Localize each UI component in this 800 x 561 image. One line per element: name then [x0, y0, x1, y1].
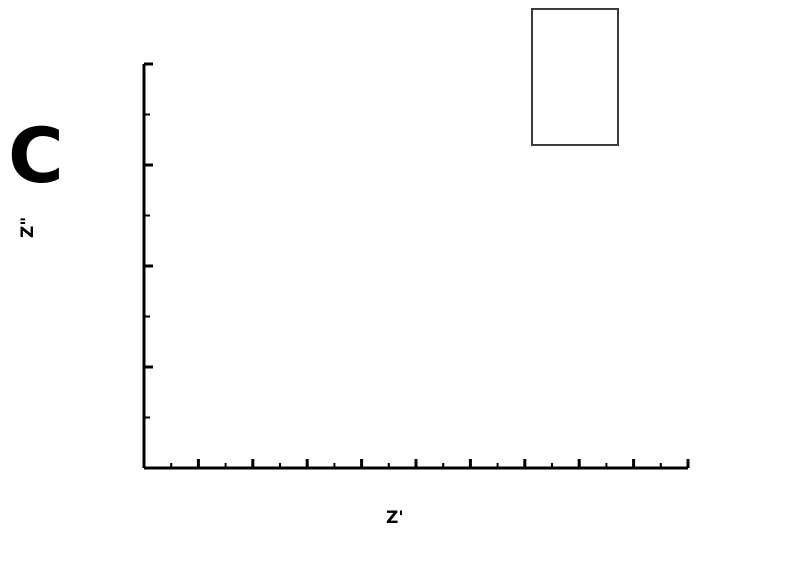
panel-label: C [8, 111, 64, 200]
y-axis-title: Z" [18, 216, 38, 238]
x-axis-title: Z' [386, 508, 404, 528]
legend [531, 8, 619, 146]
